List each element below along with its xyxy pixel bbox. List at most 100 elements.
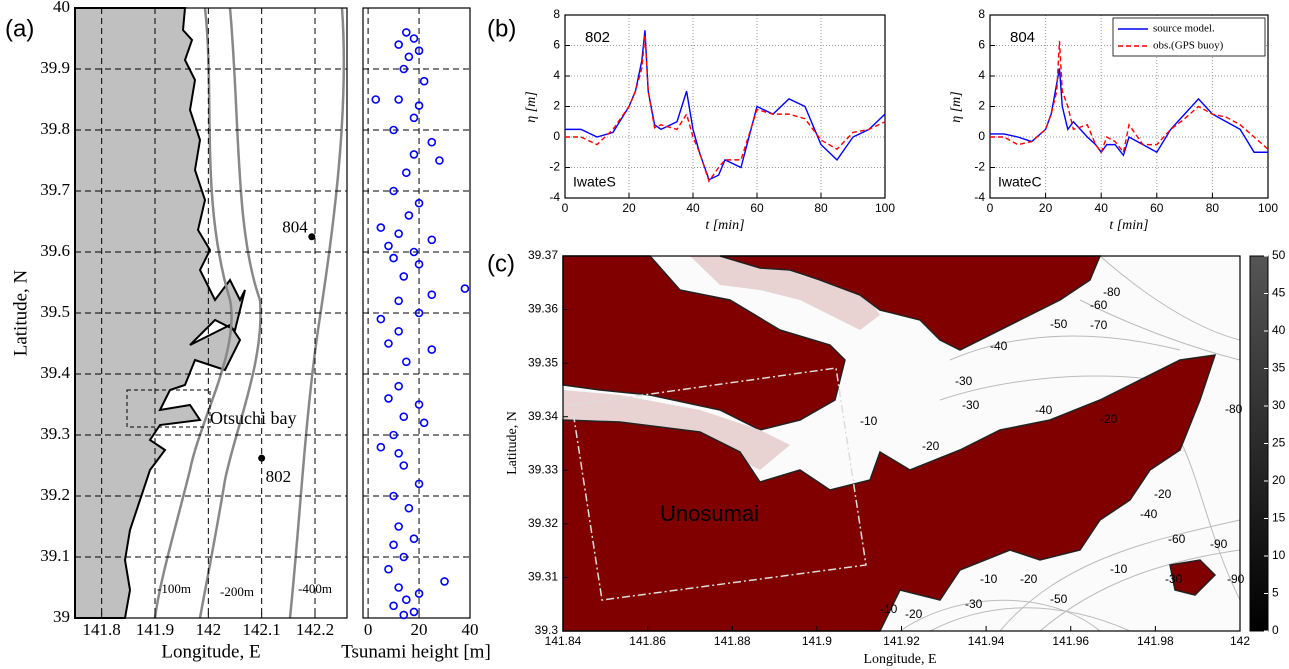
point <box>419 418 429 428</box>
series-line <box>565 30 886 181</box>
annotation: -400m <box>298 581 332 596</box>
y-axis-label: η [m] <box>524 91 539 122</box>
y-tick-label: 39.32 <box>528 516 558 530</box>
point <box>409 113 419 123</box>
legend-label: source model. <box>1153 23 1215 35</box>
x-tick-label: 20 <box>1039 201 1053 215</box>
y-tick-label: 39.2 <box>40 485 70 504</box>
series-line <box>990 40 1269 154</box>
contour-label: -70 <box>1090 318 1108 332</box>
x-tick-label: 141.8 <box>83 620 121 639</box>
annotation: IwateS <box>573 174 616 190</box>
x-axis-label: t [min] <box>1109 218 1148 233</box>
bay-box <box>126 389 211 428</box>
contour-label: -60 <box>1168 532 1186 546</box>
point <box>435 156 444 165</box>
x-tick-label: 40 <box>1095 201 1109 215</box>
series-line <box>565 34 886 183</box>
point <box>399 610 409 620</box>
bathymetry-contours <box>899 255 1241 632</box>
x-tick-label: 0 <box>562 201 569 215</box>
land <box>562 354 1217 632</box>
land <box>719 255 1102 351</box>
point <box>399 461 409 470</box>
contour-label: -20 <box>905 607 923 621</box>
point <box>414 400 424 409</box>
point <box>394 583 403 592</box>
point <box>394 95 403 104</box>
x-tick-label: 100 <box>875 201 895 215</box>
y-tick-label: 39.6 <box>40 241 70 260</box>
y-tick-label: 39.3 <box>535 623 559 637</box>
inlet <box>690 256 880 330</box>
annotation: -100m <box>157 581 191 596</box>
contour-label: -30 <box>1165 572 1183 586</box>
contour-label: -10 <box>980 572 998 586</box>
contour-label: -50 <box>1050 317 1068 331</box>
point <box>376 314 386 324</box>
point <box>402 595 411 605</box>
contour-label: -60 <box>1090 298 1108 312</box>
point <box>460 284 470 293</box>
point <box>394 296 403 306</box>
y-tick-label: 39.9 <box>40 58 70 77</box>
point <box>440 577 449 586</box>
y-tick-label: 39.33 <box>528 462 558 476</box>
y-tick-label: 6 <box>553 38 560 52</box>
annotation: IwateC <box>998 174 1042 190</box>
contour-label: -30 <box>962 398 980 412</box>
y-tick-label: 39.7 <box>40 180 70 199</box>
y-tick-label: 39.5 <box>40 302 70 321</box>
plot-frame <box>989 14 1269 199</box>
y-tick-label: -2 <box>549 160 560 174</box>
contour-label: -10 <box>1110 562 1128 576</box>
panel-label: (b) <box>487 15 516 42</box>
panel-label: (a) <box>5 15 34 42</box>
contour-label: -30 <box>965 597 983 611</box>
point <box>404 503 414 513</box>
station <box>258 454 266 462</box>
contour-label: -80 <box>1225 402 1243 416</box>
contour-label: -50 <box>1050 592 1068 606</box>
point <box>384 564 393 574</box>
station <box>308 233 316 241</box>
annotation: 804 <box>1010 29 1035 46</box>
y-tick-label: -2 <box>974 160 985 174</box>
x-tick-label: 0 <box>364 620 373 639</box>
point <box>414 101 424 110</box>
x-tick-label: 141.98 <box>1137 634 1174 648</box>
x-tick-label: 60 <box>750 201 764 215</box>
point <box>409 607 419 617</box>
x-tick-label: 141.86 <box>629 634 666 648</box>
x-tick-label: 100 <box>1258 201 1278 215</box>
plot-frame <box>564 14 886 199</box>
colorbar-tick-label: 25 <box>1272 436 1286 450</box>
legend-label: obs.(GPS buoy) <box>1153 40 1224 52</box>
point <box>399 412 409 422</box>
contour-label: -40 <box>1140 507 1158 521</box>
y-tick-label: 39.8 <box>40 119 70 138</box>
point <box>389 491 398 501</box>
colorbar-tick-label: 50 <box>1272 248 1286 262</box>
plot-frame <box>74 7 348 619</box>
x-tick-label: 60 <box>1150 201 1164 215</box>
point <box>376 223 386 232</box>
point <box>389 601 398 611</box>
point <box>404 211 414 220</box>
x-tick-label: 40 <box>686 201 700 215</box>
y-tick-label: 8 <box>978 7 985 21</box>
colorbar-tick-label: 5 <box>1272 586 1279 600</box>
point <box>404 52 414 62</box>
x-axis-label: t [min] <box>705 218 744 233</box>
point <box>427 137 437 147</box>
x-tick-label: 142 <box>1230 634 1250 648</box>
legend-box <box>1112 17 1266 57</box>
point <box>402 357 411 367</box>
plot-frame <box>562 255 1241 632</box>
depth-contour <box>198 7 262 619</box>
point <box>399 552 409 562</box>
station-label: 804 <box>282 218 308 237</box>
point <box>409 247 419 257</box>
point <box>376 442 386 452</box>
